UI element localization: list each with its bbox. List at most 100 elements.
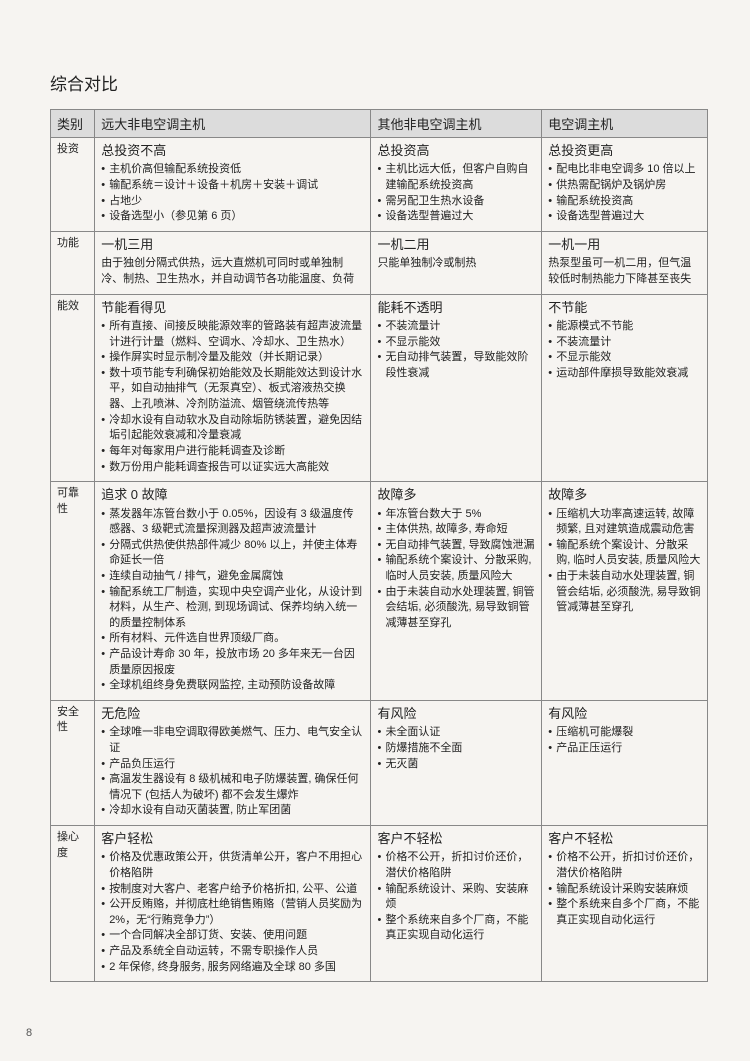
bullets-safety-main: 全球唯一非电空调取得欧美燃气、压力、电气安全认证产品负压运行高温发生器设有 8 … xyxy=(101,725,364,819)
page-number: 8 xyxy=(26,1027,32,1039)
row-safety: 安全性 无危险 全球唯一非电空调取得欧美燃气、压力、电气安全认证产品负压运行高温… xyxy=(51,700,708,825)
list-item: 整个系统来自多个厂商，不能真正实现自动化运行 xyxy=(377,913,535,944)
list-item: 输配系统设计采购安装麻烦 xyxy=(548,882,701,898)
bullets-reliab-other: 年冻管台数大于 5%主体供热, 故障多, 寿命短无自动排气装置, 导致腐蚀泄漏输… xyxy=(377,507,535,632)
lead-safety-other: 有风险 xyxy=(377,705,535,723)
bullets-care-elec: 价格不公开，折扣讨价还价，潜伏价格陷阱输配系统设计采购安装麻烦整个系统来自多个厂… xyxy=(548,850,701,928)
row-energy: 能效 节能看得见 所有直接、间接反映能源效率的管路装有超声波流量计进行计量（燃料… xyxy=(51,294,708,482)
list-item: 占地少 xyxy=(101,194,364,210)
list-item: 主机价高但输配系统投资低 xyxy=(101,162,364,178)
list-item: 需另配卫生热水设备 xyxy=(377,194,535,210)
sub-func-elec: 热泵型虽可一机二用，但气温较低时制热能力下降甚至丧失 xyxy=(548,256,701,287)
lead-energy-elec: 不节能 xyxy=(548,299,701,317)
sub-func-main: 由于独创分隔式供热，远大直燃机可同时或单独制冷、制热、卫生热水，并自动调节各功能… xyxy=(101,256,364,287)
list-item: 冷却水设有自动灭菌装置, 防止军团菌 xyxy=(101,803,364,819)
cell-invest-other: 总投资高 主机比远大低，但客户自购自建输配系统投资高需另配卫生热水设备设备选型普… xyxy=(371,138,542,232)
lead-energy-main: 节能看得见 xyxy=(101,299,364,317)
list-item: 数万份用户能耗调查报告可以证实远大高能效 xyxy=(101,460,364,476)
list-item: 配电比非电空调多 10 倍以上 xyxy=(548,162,701,178)
list-item: 输配系统设计、采购、安装麻烦 xyxy=(377,882,535,913)
list-item: 无灭菌 xyxy=(377,757,535,773)
list-item: 压缩机可能爆裂 xyxy=(548,725,701,741)
bullets-safety-elec: 压缩机可能爆裂产品正压运行 xyxy=(548,725,701,756)
list-item: 主体供热, 故障多, 寿命短 xyxy=(377,522,535,538)
lead-care-other: 客户不轻松 xyxy=(377,830,535,848)
list-item: 整个系统来自多个厂商，不能真正实现自动化运行 xyxy=(548,897,701,928)
list-item: 无自动排气装置，导致能效阶段性衰减 xyxy=(377,350,535,381)
list-item: 由于未装自动水处理装置, 铜管会结垢, 必须酸洗, 易导致铜管减薄甚至穿孔 xyxy=(377,585,535,632)
list-item: 压缩机大功率高速运转, 故障频繁, 且对建筑造成震动危害 xyxy=(548,507,701,538)
list-item: 运动部件摩损导致能效衰减 xyxy=(548,366,701,382)
list-item: 输配系统个案设计、分散采购, 临时人员安装, 质量风险大 xyxy=(548,538,701,569)
cell-reliab-elec: 故障多 压缩机大功率高速运转, 故障频繁, 且对建筑造成震动危害输配系统个案设计… xyxy=(542,482,708,701)
list-item: 防爆措施不全面 xyxy=(377,741,535,757)
cell-reliab-main: 追求 0 故障 蒸发器年冻管台数小于 0.05%，因设有 3 级温度传感器、3 … xyxy=(95,482,371,701)
list-item: 分隔式供热使供热部件减少 80% 以上，并使主体寿命延长一倍 xyxy=(101,538,364,569)
list-item: 产品正压运行 xyxy=(548,741,701,757)
cell-invest-main: 总投资不高 主机价高但输配系统投资低输配系统＝设计＋设备＋机房＋安装＋调试占地少… xyxy=(95,138,371,232)
list-item: 输配系统＝设计＋设备＋机房＋安装＋调试 xyxy=(101,178,364,194)
list-item: 设备选型普遍过大 xyxy=(377,209,535,225)
list-item: 冷却水设有自动软水及自动除垢防锈装置，避免因结垢引起能效衰减和冷量衰减 xyxy=(101,413,364,444)
cell-safety-main: 无危险 全球唯一非电空调取得欧美燃气、压力、电气安全认证产品负压运行高温发生器设… xyxy=(95,700,371,825)
row-invest: 投资 总投资不高 主机价高但输配系统投资低输配系统＝设计＋设备＋机房＋安装＋调试… xyxy=(51,138,708,232)
bullets-reliab-main: 蒸发器年冻管台数小于 0.05%，因设有 3 级温度传感器、3 级靶式流量探测器… xyxy=(101,507,364,694)
list-item: 能源模式不节能 xyxy=(548,319,701,335)
list-item: 产品设计寿命 30 年，投放市场 20 多年来无一台因质量原因报废 xyxy=(101,647,364,678)
list-item: 2 年保修, 终身服务, 服务网络遍及全球 80 多国 xyxy=(101,960,364,976)
cell-safety-elec: 有风险 压缩机可能爆裂产品正压运行 xyxy=(542,700,708,825)
list-item: 全球唯一非电空调取得欧美燃气、压力、电气安全认证 xyxy=(101,725,364,756)
list-item: 所有材料、元件选自世界顶级厂商。 xyxy=(101,631,364,647)
lead-energy-other: 能耗不透明 xyxy=(377,299,535,317)
row-func: 功能 一机三用 由于独创分隔式供热，远大直燃机可同时或单独制冷、制热、卫生热水，… xyxy=(51,231,708,294)
lead-reliab-main: 追求 0 故障 xyxy=(101,486,364,504)
list-item: 公开反贿赂，并彻底杜绝销售贿赂（营销人员奖励为 2%，无“行贿竞争力”） xyxy=(101,897,364,928)
cell-care-elec: 客户不轻松 价格不公开，折扣讨价还价，潜伏价格陷阱输配系统设计采购安装麻烦整个系… xyxy=(542,825,708,981)
list-item: 设备选型普遍过大 xyxy=(548,209,701,225)
list-item: 数十项节能专利确保初始能效及长期能效达到设计水平，如自动抽排气（无泵真空）、板式… xyxy=(101,366,364,413)
bullets-invest-other: 主机比远大低，但客户自购自建输配系统投资高需另配卫生热水设备设备选型普遍过大 xyxy=(377,162,535,224)
row-reliab: 可靠性 追求 0 故障 蒸发器年冻管台数小于 0.05%，因设有 3 级温度传感… xyxy=(51,482,708,701)
bullets-care-main: 价格及优惠政策公开，供货清单公开，客户不用担心价格陷阱按制度对大客户、老客户给予… xyxy=(101,850,364,975)
list-item: 输配系统工厂制造，实现中央空调产业化，从设计到材料，从生产、检测, 到现场调试、… xyxy=(101,585,364,632)
list-item: 不装流量计 xyxy=(548,335,701,351)
bullets-energy-other: 不装流量计不显示能效无自动排气装置，导致能效阶段性衰减 xyxy=(377,319,535,381)
col-header-other: 其他非电空调主机 xyxy=(371,110,542,138)
cat-reliab: 可靠性 xyxy=(51,482,95,701)
list-item: 主机比远大低，但客户自购自建输配系统投资高 xyxy=(377,162,535,193)
cell-safety-other: 有风险 未全面认证防爆措施不全面无灭菌 xyxy=(371,700,542,825)
cell-energy-elec: 不节能 能源模式不节能不装流量计不显示能效运动部件摩损导致能效衰减 xyxy=(542,294,708,482)
bullets-care-other: 价格不公开，折扣讨价还价，潜伏价格陷阱输配系统设计、采购、安装麻烦整个系统来自多… xyxy=(377,850,535,944)
bullets-energy-main: 所有直接、间接反映能源效率的管路装有超声波流量计进行计量（燃料、空调水、冷却水、… xyxy=(101,319,364,475)
list-item: 每年对每家用户进行能耗调查及诊断 xyxy=(101,444,364,460)
lead-invest-other: 总投资高 xyxy=(377,142,535,160)
page-title: 综合对比 xyxy=(50,70,708,95)
cell-invest-elec: 总投资更高 配电比非电空调多 10 倍以上供热需配锅炉及锅炉房输配系统投资高设备… xyxy=(542,138,708,232)
cell-reliab-other: 故障多 年冻管台数大于 5%主体供热, 故障多, 寿命短无自动排气装置, 导致腐… xyxy=(371,482,542,701)
list-item: 所有直接、间接反映能源效率的管路装有超声波流量计进行计量（燃料、空调水、冷却水、… xyxy=(101,319,364,350)
lead-func-main: 一机三用 xyxy=(101,236,364,254)
cell-func-main: 一机三用 由于独创分隔式供热，远大直燃机可同时或单独制冷、制热、卫生热水，并自动… xyxy=(95,231,371,294)
bullets-energy-elec: 能源模式不节能不装流量计不显示能效运动部件摩损导致能效衰减 xyxy=(548,319,701,381)
list-item: 按制度对大客户、老客户给予价格折扣, 公平、公道 xyxy=(101,882,364,898)
lead-care-elec: 客户不轻松 xyxy=(548,830,701,848)
col-header-category: 类别 xyxy=(51,110,95,138)
list-item: 一个合同解决全部订货、安装、使用问题 xyxy=(101,928,364,944)
list-item: 设备选型小（参见第 6 页） xyxy=(101,209,364,225)
list-item: 无自动排气装置, 导致腐蚀泄漏 xyxy=(377,538,535,554)
list-item: 操作屏实时显示制冷量及能效（并长期记录） xyxy=(101,350,364,366)
list-item: 高温发生器设有 8 级机械和电子防爆装置, 确保任何情况下 (包括人为破坏) 都… xyxy=(101,772,364,803)
col-header-main: 远大非电空调主机 xyxy=(95,110,371,138)
list-item: 未全面认证 xyxy=(377,725,535,741)
bullets-invest-elec: 配电比非电空调多 10 倍以上供热需配锅炉及锅炉房输配系统投资高设备选型普遍过大 xyxy=(548,162,701,224)
list-item: 连续自动抽气 / 排气，避免金属腐蚀 xyxy=(101,569,364,585)
list-item: 年冻管台数大于 5% xyxy=(377,507,535,523)
list-item: 不装流量计 xyxy=(377,319,535,335)
cell-energy-other: 能耗不透明 不装流量计不显示能效无自动排气装置，导致能效阶段性衰减 xyxy=(371,294,542,482)
row-care: 操心度 客户轻松 价格及优惠政策公开，供货清单公开，客户不用担心价格陷阱按制度对… xyxy=(51,825,708,981)
cell-care-other: 客户不轻松 价格不公开，折扣讨价还价，潜伏价格陷阱输配系统设计、采购、安装麻烦整… xyxy=(371,825,542,981)
bullets-reliab-elec: 压缩机大功率高速运转, 故障频繁, 且对建筑造成震动危害输配系统个案设计、分散采… xyxy=(548,507,701,616)
lead-reliab-elec: 故障多 xyxy=(548,486,701,504)
list-item: 价格不公开，折扣讨价还价，潜伏价格陷阱 xyxy=(377,850,535,881)
sub-func-other: 只能单独制冷或制热 xyxy=(377,256,535,272)
